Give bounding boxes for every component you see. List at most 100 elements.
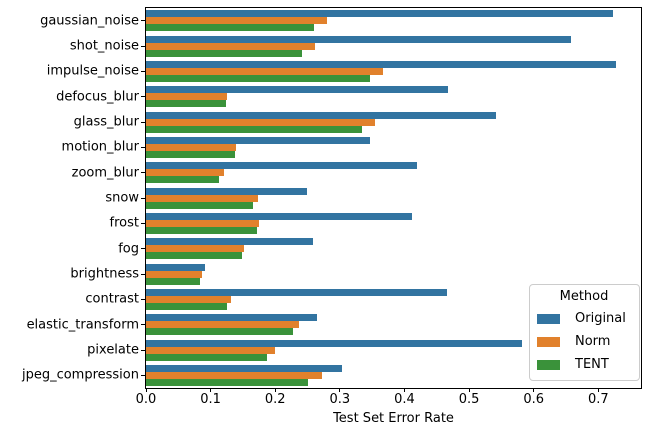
bar-original-shot_noise — [146, 35, 571, 43]
bar-tent-jpeg_compression — [146, 378, 309, 386]
bar-norm-frost — [146, 219, 260, 227]
bar-norm-motion_blur — [146, 143, 237, 151]
bar-norm-defocus_blur — [146, 93, 228, 101]
bar-tent-frost — [146, 226, 257, 234]
legend-entry-tent: TENT — [537, 356, 631, 374]
y-tick-mark — [141, 121, 145, 123]
bar-original-glass_blur — [146, 111, 497, 119]
y-tick-label-fog: fog — [118, 241, 139, 257]
x-tick-mark — [274, 388, 276, 392]
bar-original-jpeg_compression — [146, 364, 342, 372]
y-tick-label-frost: frost — [109, 215, 139, 231]
y-tick-label-gaussian_noise: gaussian_noise — [40, 13, 139, 29]
legend: Method Original Norm TENT — [529, 284, 640, 381]
bar-tent-shot_noise — [146, 49, 303, 57]
bar-norm-snow — [146, 194, 258, 202]
x-tick-mark — [403, 388, 405, 392]
bar-norm-brightness — [146, 270, 202, 278]
bar-norm-contrast — [146, 295, 232, 303]
y-tick-mark — [141, 197, 145, 199]
x-tick-label-0.7: 0.7 — [588, 392, 609, 407]
y-tick-mark — [141, 248, 145, 250]
y-tick-label-elastic_transform: elastic_transform — [26, 317, 139, 333]
legend-label-norm: Norm — [575, 334, 611, 349]
y-tick-label-jpeg_compression: jpeg_compression — [21, 367, 139, 383]
bar-original-frost — [146, 212, 413, 220]
x-axis-title: Test Set Error Rate — [333, 411, 454, 426]
y-tick-label-brightness: brightness — [70, 266, 139, 282]
y-tick-label-motion_blur: motion_blur — [61, 139, 139, 155]
legend-swatch-norm — [537, 337, 560, 347]
x-tick-mark — [597, 388, 599, 392]
bar-tent-contrast — [146, 302, 227, 310]
y-tick-mark — [141, 96, 145, 98]
bar-tent-brightness — [146, 277, 200, 285]
legend-label-original: Original — [575, 311, 626, 326]
y-tick-mark — [141, 273, 145, 275]
x-tick-label-0.2: 0.2 — [264, 392, 286, 407]
y-tick-mark — [141, 222, 145, 224]
bar-tent-motion_blur — [146, 150, 235, 158]
bar-tent-glass_blur — [146, 125, 362, 133]
x-tick-label-0.3: 0.3 — [329, 392, 351, 407]
plot-area — [145, 7, 642, 389]
legend-entry-norm: Norm — [537, 333, 631, 351]
y-tick-mark — [141, 298, 145, 300]
bar-norm-gaussian_noise — [146, 17, 327, 25]
x-tick-mark — [145, 388, 147, 392]
x-tick-mark — [339, 388, 341, 392]
bar-norm-fog — [146, 245, 244, 253]
x-tick-label-0.1: 0.1 — [200, 392, 221, 407]
y-tick-label-defocus_blur: defocus_blur — [56, 89, 139, 105]
bar-tent-gaussian_noise — [146, 24, 315, 32]
legend-swatch-original — [537, 314, 560, 324]
bar-tent-elastic_transform — [146, 328, 293, 336]
bar-norm-pixelate — [146, 346, 275, 354]
bar-original-contrast — [146, 288, 448, 296]
y-tick-label-snow: snow — [105, 190, 139, 206]
bar-original-defocus_blur — [146, 86, 449, 94]
y-tick-label-pixelate: pixelate — [87, 342, 139, 358]
bar-tent-defocus_blur — [146, 100, 227, 108]
bar-norm-shot_noise — [146, 42, 315, 50]
bar-original-motion_blur — [146, 136, 371, 144]
x-tick-label-0.6: 0.6 — [523, 392, 545, 407]
bar-tent-impulse_noise — [146, 74, 370, 82]
bar-original-gaussian_noise — [146, 10, 614, 18]
bar-original-pixelate — [146, 339, 523, 347]
y-tick-mark — [141, 20, 145, 22]
y-tick-mark — [141, 45, 145, 47]
bar-original-fog — [146, 238, 313, 246]
y-tick-mark — [141, 349, 145, 351]
bar-tent-fog — [146, 252, 242, 260]
legend-entry-original: Original — [537, 310, 631, 328]
bar-original-zoom_blur — [146, 162, 418, 170]
legend-title: Method — [559, 289, 609, 304]
y-tick-mark — [141, 70, 145, 72]
y-tick-mark — [141, 324, 145, 326]
y-tick-label-impulse_noise: impulse_noise — [46, 63, 139, 79]
y-tick-mark — [141, 374, 145, 376]
y-tick-label-contrast: contrast — [85, 291, 139, 307]
bar-tent-snow — [146, 201, 254, 209]
bar-norm-elastic_transform — [146, 321, 300, 329]
bar-tent-pixelate — [146, 353, 267, 361]
x-tick-label-0.4: 0.4 — [394, 392, 415, 407]
x-tick-label-0.5: 0.5 — [458, 392, 480, 407]
y-tick-mark — [141, 146, 145, 148]
bar-norm-impulse_noise — [146, 67, 383, 75]
y-tick-label-zoom_blur: zoom_blur — [71, 165, 139, 181]
bar-original-brightness — [146, 263, 205, 271]
y-tick-mark — [141, 172, 145, 174]
x-tick-mark — [533, 388, 535, 392]
legend-label-tent: TENT — [575, 357, 609, 372]
legend-swatch-tent — [537, 360, 560, 370]
bar-norm-jpeg_compression — [146, 371, 323, 379]
x-tick-mark — [210, 388, 212, 392]
bar-original-snow — [146, 187, 307, 195]
x-tick-label-0.0: 0.0 — [135, 392, 157, 407]
y-tick-label-shot_noise: shot_noise — [69, 38, 139, 54]
bar-tent-zoom_blur — [146, 176, 220, 184]
bar-original-elastic_transform — [146, 314, 317, 322]
